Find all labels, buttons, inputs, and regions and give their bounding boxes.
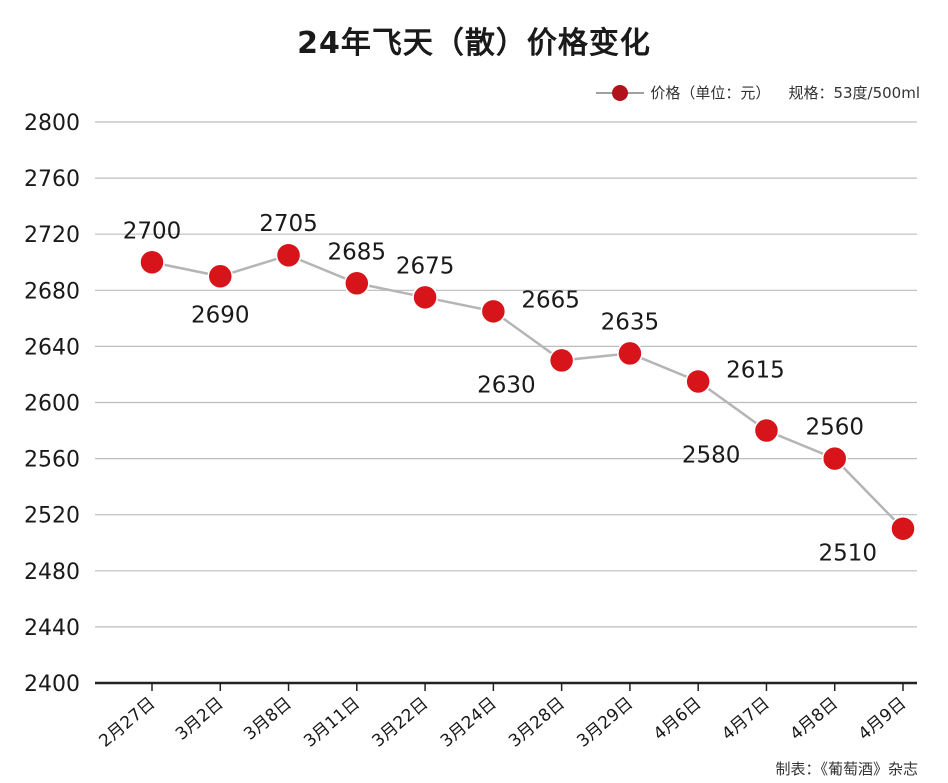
data-point <box>344 270 370 297</box>
data-point <box>207 263 234 290</box>
x-tick-label: 3月2日 <box>172 694 227 745</box>
x-tick-label: 3月29日 <box>573 694 637 752</box>
data-point <box>821 445 848 472</box>
x-tick-label: 3月11日 <box>300 694 364 752</box>
data-label: 2685 <box>328 239 387 265</box>
y-tick-label-2640: 2640 <box>24 335 80 360</box>
y-tick-label-2440: 2440 <box>24 616 80 641</box>
y-tick-label-2400: 2400 <box>24 672 80 697</box>
data-point <box>753 417 780 444</box>
x-tick-label: 2月27日 <box>95 694 159 752</box>
legend-marker-icon <box>596 84 645 101</box>
x-tick-label: 3月28日 <box>505 694 569 752</box>
data-point <box>139 249 165 275</box>
x-tick-label: 4月9日 <box>855 694 910 745</box>
x-tick-label: 4月8日 <box>786 694 841 745</box>
y-tick-label-2480: 2480 <box>24 560 80 585</box>
y-tick-label-2600: 2600 <box>24 392 80 417</box>
data-label: 2705 <box>259 211 318 237</box>
chart-title: 24年飞天（散）价格变化 <box>297 26 651 61</box>
y-tick-label-2520: 2520 <box>24 504 80 529</box>
x-tick-label: 4月7日 <box>718 694 773 745</box>
source-credit: 制表：《葡萄酒》杂志 <box>775 760 918 778</box>
x-tick-label: 3月8日 <box>240 694 295 745</box>
legend-spec: 规格：53度/500ml <box>788 84 920 102</box>
data-point <box>275 242 302 268</box>
y-tick-label-2760: 2760 <box>24 167 80 192</box>
y-tick-label-2680: 2680 <box>24 279 80 304</box>
legend-series-label: 价格（单位：元） <box>650 84 771 102</box>
gridlines <box>95 121 917 628</box>
data-label: 2675 <box>396 253 455 279</box>
data-label: 2615 <box>726 357 785 383</box>
data-points <box>139 242 916 542</box>
data-label: 2630 <box>477 372 536 398</box>
data-label: 2690 <box>191 302 250 328</box>
data-label: 2700 <box>123 218 182 244</box>
data-label: 2635 <box>601 309 660 335</box>
data-point <box>617 340 643 367</box>
legend: 价格（单位：元） 规格：53度/500ml <box>596 82 920 103</box>
data-point <box>685 368 711 395</box>
data-point <box>480 298 507 325</box>
y-tick-label-2800: 2800 <box>24 111 80 136</box>
data-label: 2580 <box>682 443 741 469</box>
x-tick-label: 3月24日 <box>437 694 501 752</box>
data-labels: 2700 2690 2705 2685 2675 2665 2630 2635 2615 2580… <box>123 211 877 566</box>
y-axis-ticks: 2400 2440 2480 2520 2560 2600 2640 2680 2720 2760… <box>24 111 80 697</box>
data-point <box>548 347 575 374</box>
x-tick-label: 4月6日 <box>650 694 705 745</box>
data-label: 2560 <box>805 415 864 441</box>
data-point <box>890 515 916 542</box>
y-tick-label-2720: 2720 <box>24 223 80 248</box>
data-point <box>412 284 438 311</box>
data-label: 2665 <box>521 287 580 313</box>
y-tick-label-2560: 2560 <box>24 448 80 473</box>
x-axis-ticks: 2月27日 3月2日 3月8日 3月11日 3月22日 3月24日 3月28日 3月29日 4月… <box>95 683 910 752</box>
x-tick-label: 3月22日 <box>369 694 433 752</box>
data-label: 2510 <box>818 541 877 567</box>
